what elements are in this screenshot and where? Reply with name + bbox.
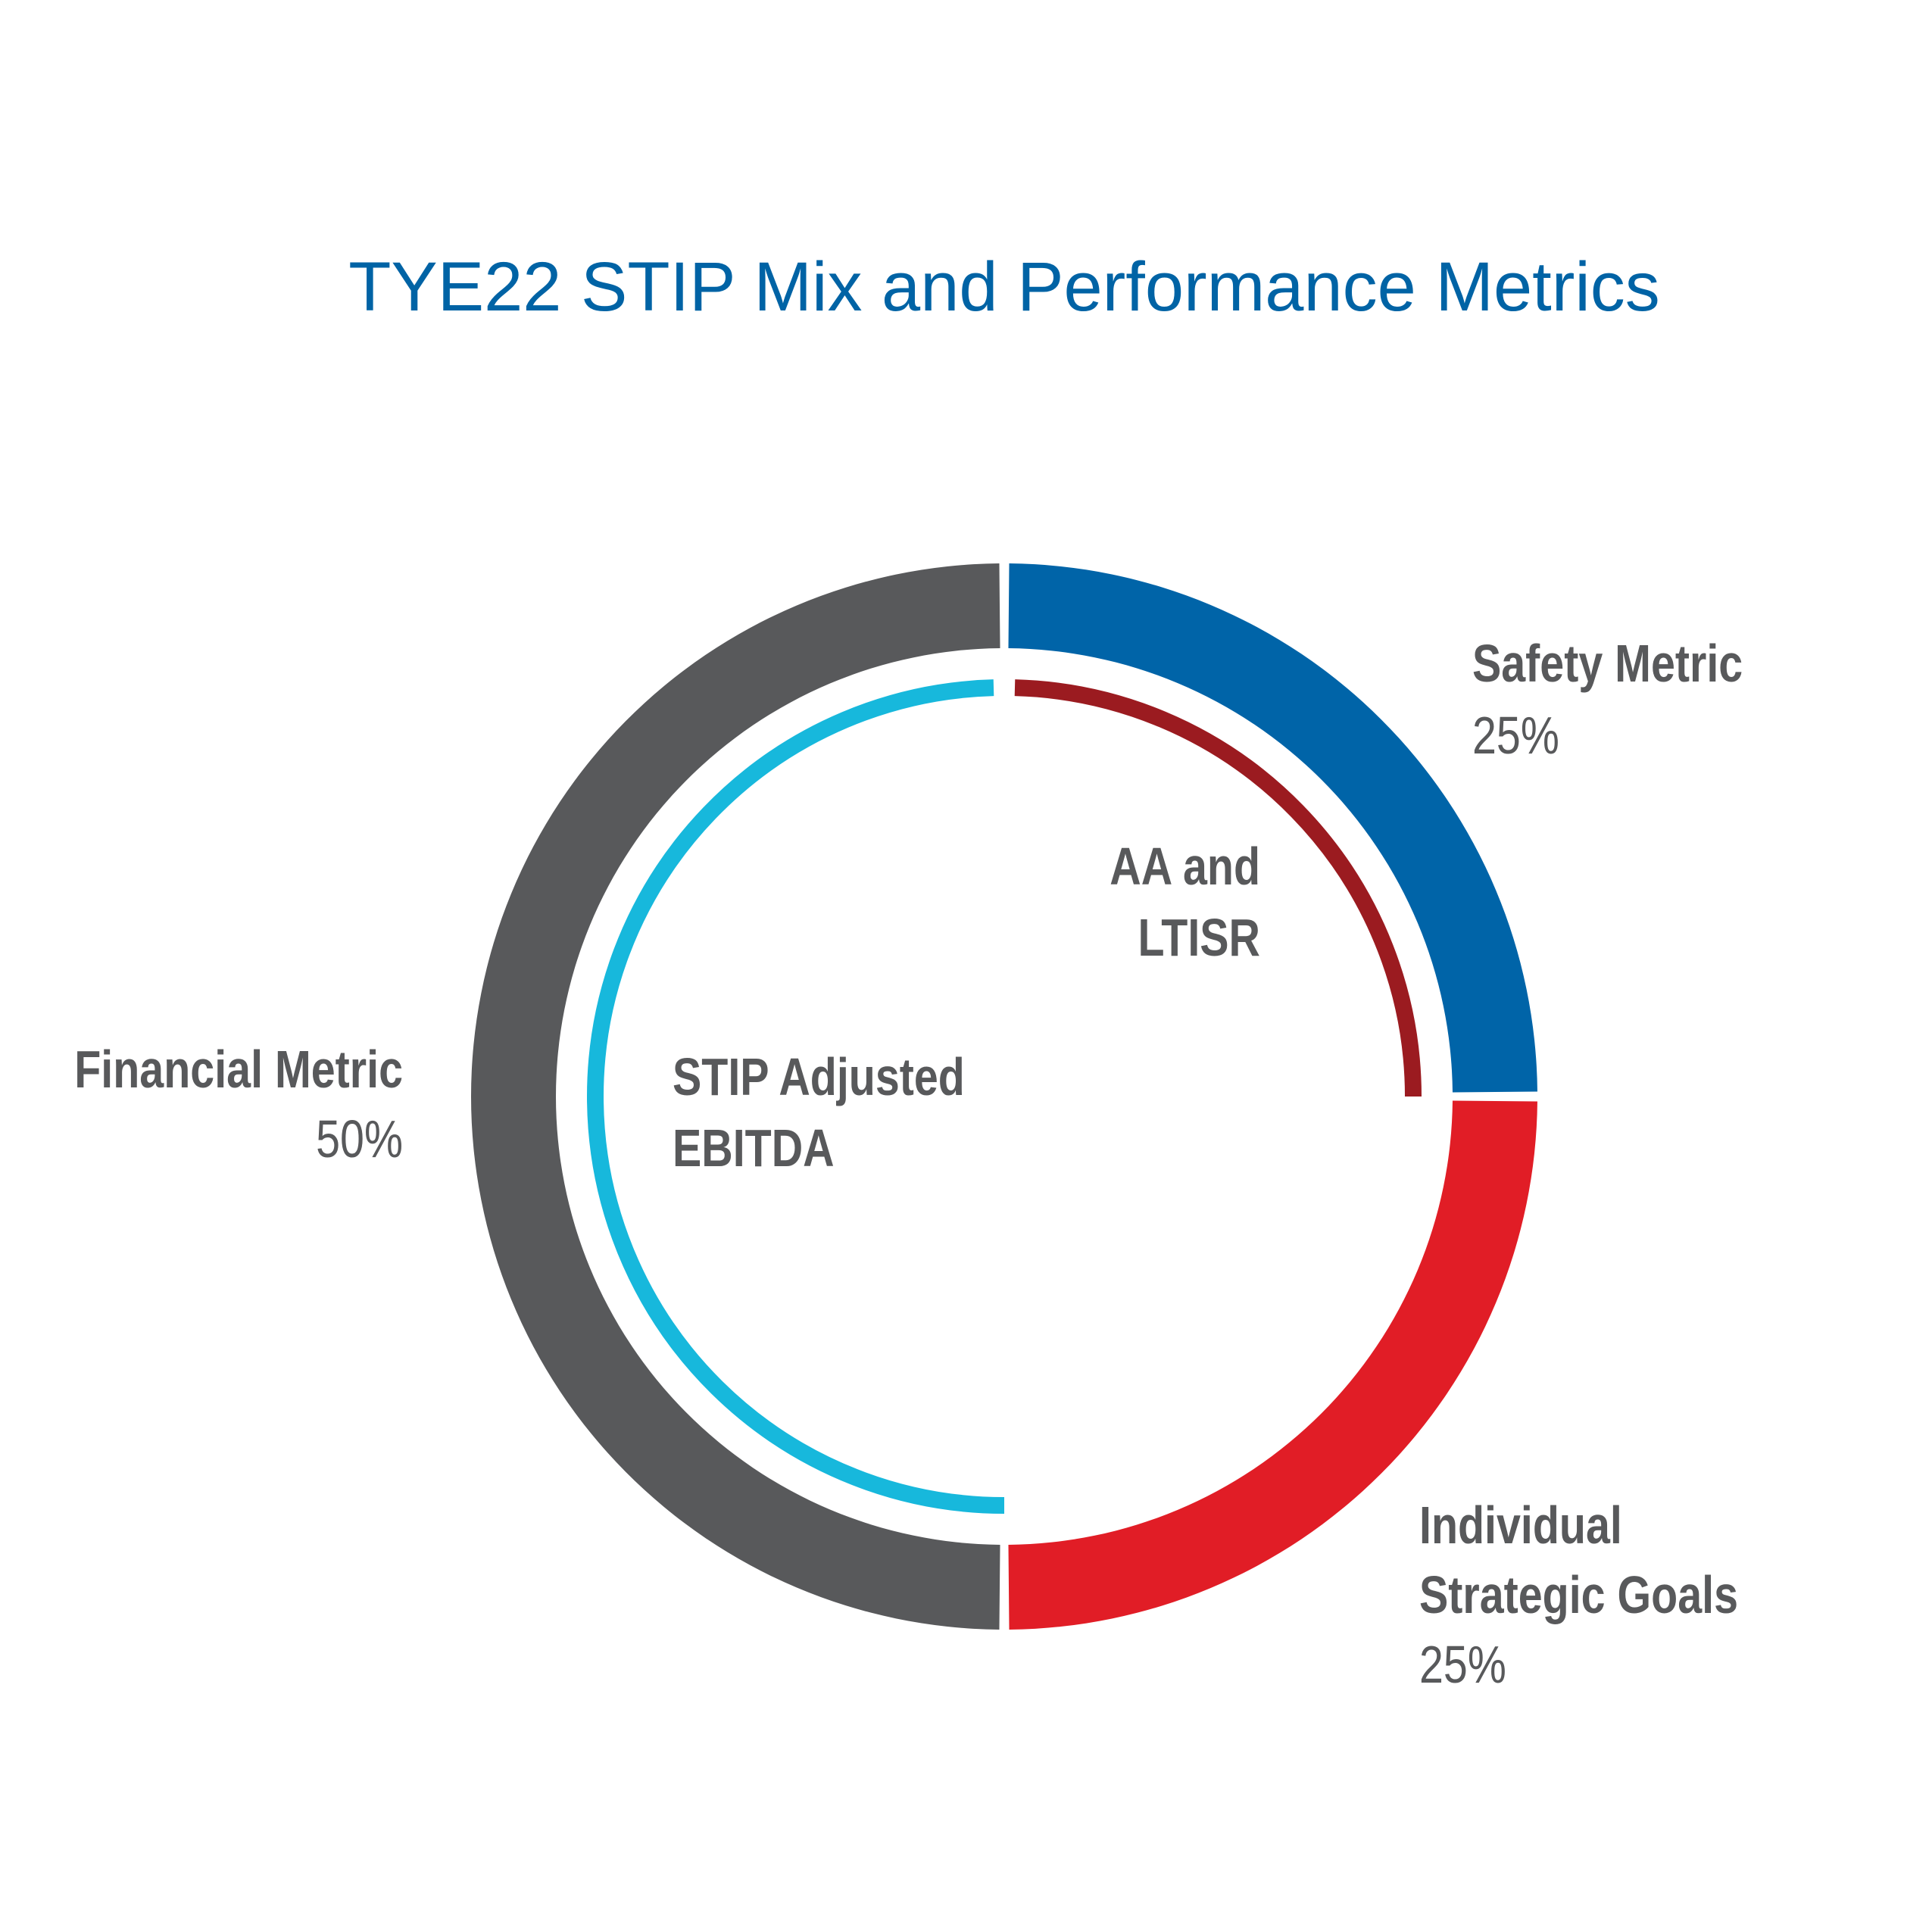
- individual-goals-label-line2: Strategic Goals: [1419, 1565, 1738, 1625]
- outer-ring: [470, 563, 1537, 1630]
- slice-financial-metric: [470, 563, 1000, 1630]
- safety-metric-label: Safety Metric: [1472, 634, 1743, 694]
- stip-ebitda-label-line1: STIP Adjusted: [673, 1047, 965, 1107]
- safety-metric-percent: 25%: [1472, 706, 1559, 766]
- aa-ltisr-label-line2: LTISR: [1138, 908, 1260, 968]
- chart-title: TYE22 STIP Mix and Performance Metrics: [348, 248, 1660, 326]
- aa-ltisr-label-line1: AA and: [1110, 837, 1260, 897]
- arc-aa-and-ltisr: [1014, 679, 1422, 1097]
- slice-individual-strategic-goals: [1008, 1100, 1537, 1630]
- financial-metric-percent: 50%: [316, 1109, 403, 1169]
- slice-safety-metric: [1008, 563, 1537, 1093]
- individual-goals-percent: 25%: [1419, 1635, 1506, 1695]
- stip-ebitda-label-line2: EBITDA: [673, 1118, 835, 1178]
- inner-ring: [586, 679, 1422, 1514]
- individual-goals-label-line1: Individual: [1419, 1496, 1622, 1555]
- financial-metric-label: Financial Metric: [74, 1040, 403, 1100]
- arc-stip-adjusted-ebitda: [586, 679, 1005, 1514]
